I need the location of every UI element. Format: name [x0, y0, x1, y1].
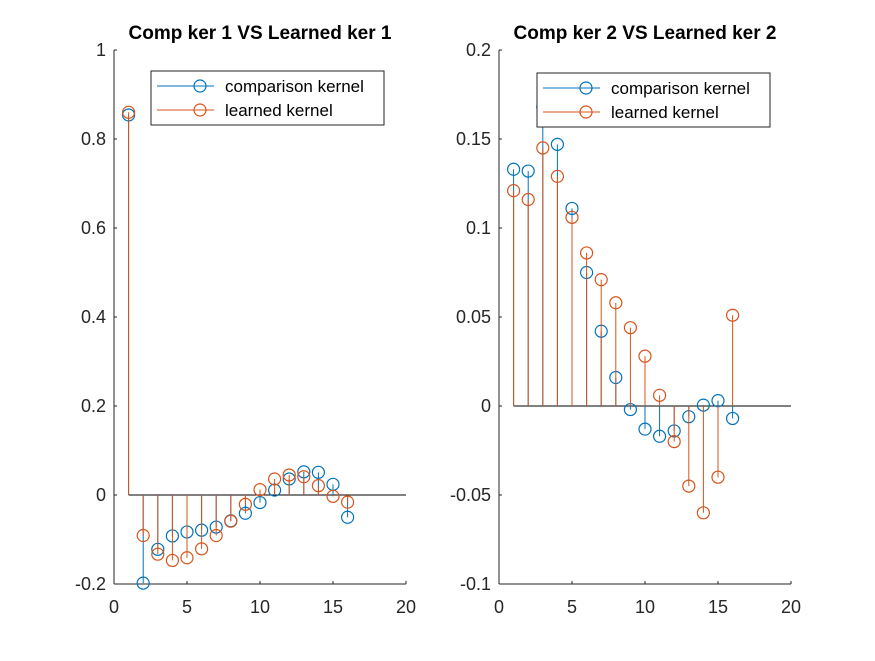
- stem-marker: [253, 495, 267, 510]
- chart-title: Comp ker 2 VS Learned ker 2: [514, 23, 777, 44]
- y-tick-label: 0.4: [81, 307, 106, 327]
- stem-marker: [238, 506, 252, 520]
- stem-marker: [506, 184, 521, 198]
- stem-marker: [268, 472, 282, 486]
- stem-marker: [667, 435, 681, 449]
- y-tick-label: 0.15: [456, 129, 491, 149]
- x-tick-label: 0: [109, 597, 119, 617]
- stem-marker: [209, 528, 223, 543]
- stem-marker: [521, 164, 535, 178]
- y-tick-label: 0: [481, 396, 491, 416]
- y-tick-label: 0.2: [466, 40, 491, 60]
- stem-marker: [326, 489, 340, 503]
- y-tick-label: -0.1: [460, 574, 491, 594]
- stem-marker: [506, 162, 521, 176]
- stem-marker: [725, 411, 740, 426]
- legend-marker: [193, 103, 207, 117]
- stem-marker: [297, 470, 311, 484]
- legend-box: [150, 70, 385, 126]
- chart-panel-2: Comp ker 2 VS Learned ker 2 0 5 10 15 20 -0.1 -…: [450, 23, 801, 617]
- legend: comparison kernel learned kernel: [536, 72, 771, 128]
- x-tick-label: 10: [635, 597, 655, 617]
- x-tick-label: 10: [250, 597, 270, 617]
- stem-marker: [652, 388, 667, 402]
- stem-marker: [652, 429, 667, 443]
- stem-marker: [282, 468, 296, 482]
- stem-marker: [711, 470, 725, 484]
- legend-label: learned kernel: [225, 101, 333, 120]
- y-tick-label: -0.05: [450, 485, 491, 505]
- chart-title: Comp ker 1 VS Learned ker 1: [129, 23, 392, 44]
- legend-marker: [579, 105, 593, 119]
- stem-marker: [536, 141, 550, 155]
- y-tick-label: -0.2: [75, 574, 106, 594]
- stem-marker: [253, 483, 267, 497]
- legend-label: comparison kernel: [225, 77, 364, 96]
- stem-marker: [238, 497, 252, 511]
- stem-marker: [565, 201, 579, 216]
- y-tick-label: 1: [96, 40, 106, 60]
- y-tick-label: 0.8: [81, 129, 106, 149]
- legend-box: [536, 72, 771, 128]
- x-tick-label: 15: [708, 597, 728, 617]
- stem-marker: [195, 542, 209, 556]
- stem-marker: [311, 465, 325, 479]
- stem-marker: [521, 192, 535, 207]
- stem-marker: [136, 528, 150, 543]
- stem-marker: [311, 479, 325, 493]
- stem-marker: [579, 246, 594, 260]
- series-learned: [506, 141, 740, 520]
- x-tick-label: 20: [781, 597, 801, 617]
- y-tick-label: 0.1: [466, 218, 491, 238]
- series-comparison: [506, 100, 740, 443]
- legend-marker: [579, 81, 593, 95]
- x-tick-label: 5: [182, 597, 192, 617]
- stem-marker: [122, 105, 136, 119]
- stem-marker: [550, 169, 565, 183]
- stem-marker: [609, 296, 623, 310]
- legend-label: comparison kernel: [611, 79, 750, 98]
- series-learned: [122, 105, 355, 568]
- y-tick-label: 0.6: [81, 218, 106, 238]
- stem-marker: [151, 547, 165, 561]
- x-tick-label: 20: [396, 597, 416, 617]
- stem-marker: [180, 551, 194, 565]
- stem-marker: [341, 510, 355, 524]
- stem-marker: [165, 553, 179, 568]
- legend-label: learned kernel: [611, 103, 719, 122]
- y-tick-label: 0.05: [456, 307, 491, 327]
- series-comparison: [122, 108, 355, 590]
- stem-marker: [224, 514, 238, 528]
- x-tick-label: 15: [323, 597, 343, 617]
- stem-marker: [341, 495, 355, 509]
- x-tick-label: 5: [567, 597, 577, 617]
- stem-marker: [594, 273, 608, 287]
- legend: comparison kernel learned kernel: [150, 70, 385, 126]
- y-tick-label: 0: [96, 485, 106, 505]
- legend-marker: [193, 79, 207, 93]
- stem-marker: [623, 321, 638, 335]
- y-tick-label: 0.2: [81, 396, 106, 416]
- stem-marker: [725, 308, 740, 322]
- chart-panel-1: Comp ker 1 VS Learned ker 10 5 10 15 20-0.20…: [75, 23, 416, 617]
- x-tick-label: 0: [494, 597, 504, 617]
- stem-marker: [638, 422, 652, 436]
- stem-marker: [565, 210, 579, 224]
- stem-marker: [550, 137, 565, 151]
- stem-marker: [696, 506, 711, 520]
- stem-marker: [638, 349, 652, 363]
- stem-marker: [682, 479, 696, 493]
- stem-marker: [136, 576, 150, 590]
